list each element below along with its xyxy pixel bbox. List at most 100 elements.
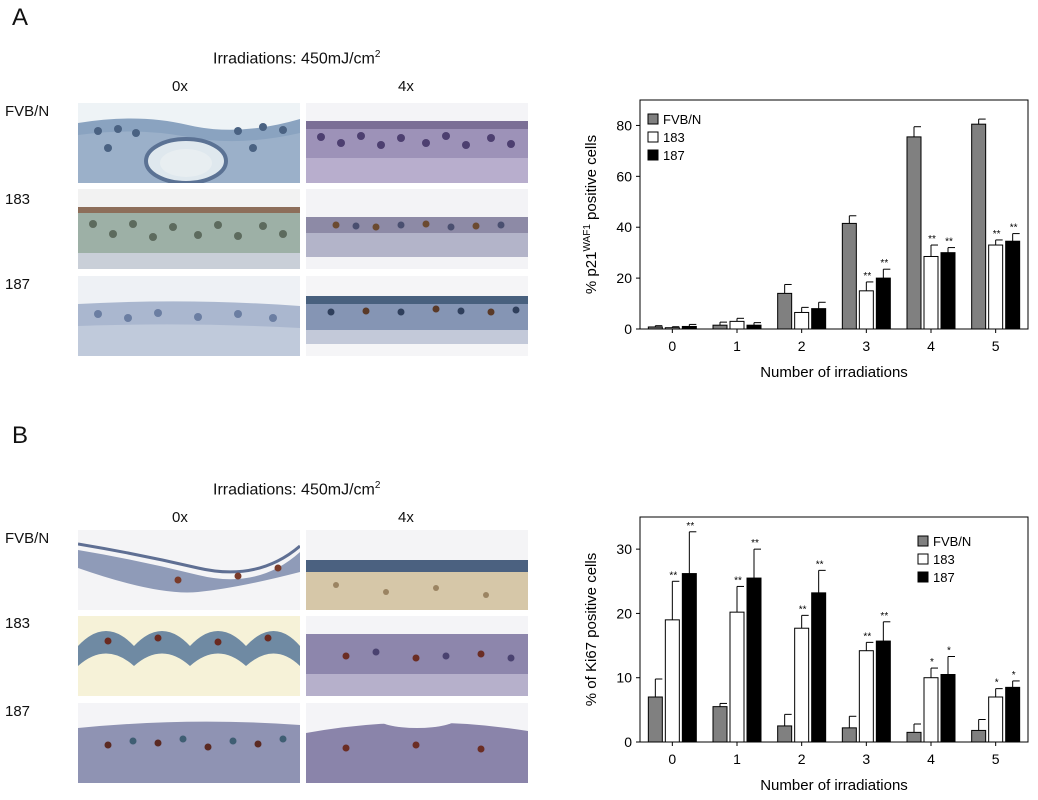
chart-b-significance-mark: * — [995, 678, 999, 689]
panel-b-row-label-183: 183 — [5, 615, 31, 632]
chart-b-xtick-label: 1 — [733, 751, 741, 767]
chart-b-bar-187-3 — [875, 640, 891, 743]
chart-a-bar-183-2 — [794, 311, 810, 330]
chart-a-xtick-label: 3 — [862, 338, 870, 354]
chart-b-xtick-label: 5 — [992, 751, 1000, 767]
chart-b-xtick-label: 3 — [862, 751, 870, 767]
chart-a-xtick-label: 2 — [798, 338, 806, 354]
chart-b-significance-mark: * — [947, 646, 951, 657]
chart-b-legend-label: 183 — [933, 552, 955, 567]
chart-b-ylabel-prefix: % of Ki67 positive cells — [583, 553, 600, 706]
chart-a-bar-187-3 — [875, 277, 891, 330]
chart-a-ytick-label: 40 — [616, 219, 632, 235]
panel-b-row-label-fvbn: FVB/N — [5, 530, 50, 547]
chart-a-significance-mark: ** — [993, 229, 1001, 240]
chart-b-significance-mark: * — [930, 657, 934, 668]
chart-a-significance-mark: ** — [863, 271, 871, 282]
chart-b-legend-swatch — [917, 571, 929, 583]
chart-a-bar-187-0 — [681, 325, 697, 330]
chart-a-legend-swatch — [647, 131, 659, 143]
panel-b-irradiation-title: Irradiations: 450mJ/cm2 — [213, 480, 380, 499]
chart-b-bar-187-1 — [746, 577, 762, 743]
micrograph-a-187-0x — [78, 276, 300, 356]
panel-a-irradiation-text: Irradiations: 450mJ/cm — [213, 50, 375, 68]
panel-a-row-label-183: 183 — [5, 191, 31, 208]
chart-a-bar-183-5 — [988, 244, 1004, 330]
micrograph-b-187-0x — [78, 703, 300, 783]
chart-a-xtick-label: 0 — [668, 338, 676, 354]
chart-b-legend-label: 187 — [933, 570, 955, 585]
chart-b-bar-fvbn-4 — [906, 731, 922, 743]
chart-b-bar-fvbn-3 — [841, 727, 857, 743]
panel-a-row-label-fvbn: FVB/N — [5, 103, 50, 120]
chart-b-significance-mark: * — [1012, 670, 1016, 681]
panel-a-col-label-0x: 0x — [172, 78, 188, 95]
chart-b-xlabel: Number of irradiations — [760, 777, 908, 794]
panel-a-irradiation-sup: 2 — [374, 49, 381, 60]
chart-a-significance-mark: ** — [928, 234, 936, 245]
chart-a-legend-label: 183 — [663, 130, 685, 145]
chart-a-bar-183-1 — [729, 320, 745, 330]
panel-a-letter: A — [12, 4, 29, 31]
micrograph-b-183-0x — [78, 616, 300, 696]
micrograph-b-187-4x — [306, 703, 528, 783]
chart-b-significance-mark: ** — [799, 604, 807, 615]
chart-a-p21: 0 20 40 60 80 0 1 2 3 ** ** 4 ** ** 5 ** ** Number of irr… — [582, 99, 1029, 381]
micrograph-a-187-4x — [306, 276, 528, 356]
chart-b-bar-fvbn-1 — [712, 706, 728, 743]
chart-b-bar-183-3 — [858, 650, 874, 743]
chart-a-bar-fvbn-4 — [906, 136, 922, 330]
chart-b-bar-187-2 — [811, 592, 827, 743]
micrograph-a-fvbn-0x — [78, 103, 300, 183]
chart-a-bar-187-1 — [746, 324, 762, 330]
chart-b-legend-label: FVB/N — [933, 534, 971, 549]
chart-b-xtick-label: 0 — [668, 751, 676, 767]
chart-a-bar-187-2 — [811, 308, 827, 330]
chart-a-ytick-label: 80 — [616, 117, 632, 133]
panel-b-irradiation-sup: 2 — [374, 480, 381, 491]
chart-a-bar-183-0 — [664, 327, 680, 330]
chart-a-ytick-label: 60 — [616, 168, 632, 184]
chart-a-xtick-label: 1 — [733, 338, 741, 354]
chart-b-bar-183-4 — [923, 677, 939, 743]
chart-a-bar-fvbn-2 — [777, 292, 793, 330]
panel-b-row-label-187: 187 — [5, 703, 31, 720]
chart-a-legend-label: 187 — [663, 148, 685, 163]
chart-a-bar-183-4 — [923, 255, 939, 330]
micrograph-b-fvbn-0x — [78, 530, 300, 610]
micrograph-a-fvbn-4x — [306, 103, 528, 183]
chart-a-xtick-label: 4 — [927, 338, 935, 354]
chart-b-ytick-label: 30 — [616, 541, 632, 557]
chart-b-bar-fvbn-0 — [647, 696, 663, 743]
chart-a-xlabel: Number of irradiations — [760, 364, 908, 381]
chart-a-bar-fvbn-5 — [971, 123, 987, 330]
panel-b-irradiation-text: Irradiations: 450mJ/cm — [213, 481, 375, 499]
chart-a-legend-label: FVB/N — [663, 112, 701, 127]
chart-b-significance-mark: ** — [880, 611, 888, 622]
chart-b-bar-187-5 — [1005, 686, 1021, 743]
chart-b-plot-frame — [639, 516, 1029, 743]
panel-b-col-label-4x: 4x — [398, 509, 414, 526]
chart-b-legend-swatch — [917, 553, 929, 565]
chart-a-ylabel-sup: WAF1 — [582, 224, 593, 252]
chart-b-xtick-label: 2 — [798, 751, 806, 767]
panel-a-row-label-187: 187 — [5, 276, 31, 293]
chart-b-bar-187-0 — [681, 573, 697, 743]
chart-a-bar-fvbn-3 — [841, 222, 857, 330]
chart-b-bar-183-1 — [729, 611, 745, 743]
chart-a-xtick-label: 5 — [992, 338, 1000, 354]
micrograph-b-fvbn-4x — [306, 530, 528, 610]
chart-b-significance-mark: ** — [816, 559, 824, 570]
chart-a-ytick-label: 0 — [624, 321, 632, 337]
chart-a-significance-mark: ** — [945, 237, 953, 248]
chart-b-ki67: 01020300****1****2****3****4**5**Number … — [583, 516, 1029, 794]
chart-b-significance-mark: ** — [686, 521, 694, 532]
panel-b-letter: B — [12, 422, 29, 449]
panel-a-irradiation-title: Irradiations: 450mJ/cm2 — [213, 49, 380, 68]
chart-b-significance-mark: ** — [863, 631, 871, 642]
chart-b-ytick-label: 10 — [616, 670, 632, 686]
panel-a-col-label-4x: 4x — [398, 78, 414, 95]
chart-b-ytick-label: 0 — [624, 734, 632, 750]
chart-a-significance-mark: ** — [880, 258, 888, 269]
chart-a-ylabel-prefix: % p21 — [583, 252, 600, 295]
